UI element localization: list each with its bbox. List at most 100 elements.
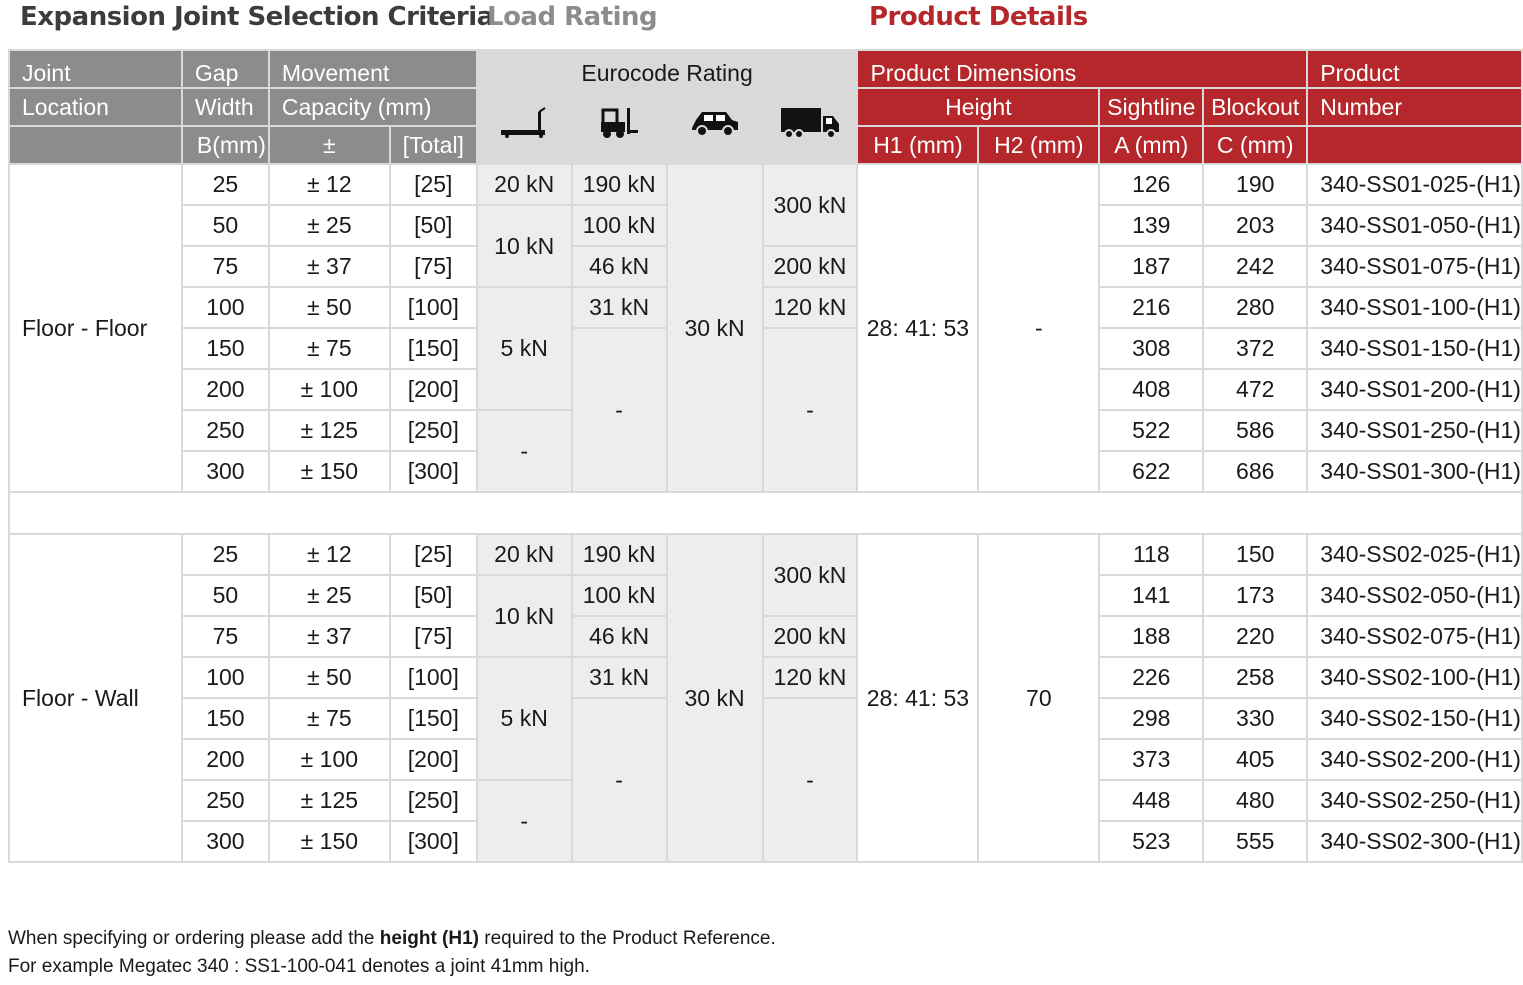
product-details-heading: Product Details: [869, 2, 1088, 32]
gap-width-cell: 150: [180, 697, 270, 740]
movement-header: Movement: [267, 49, 478, 89]
movement-pm-cell: ± 125: [267, 779, 391, 822]
blockout-cell: 586: [1202, 409, 1309, 452]
movement-total-cell: [300]: [388, 450, 478, 493]
gap-width-cell: 50: [180, 204, 270, 247]
blockout-cell: 472: [1202, 368, 1309, 411]
lorry-icon: [779, 106, 841, 146]
h1-cell: 28: 41: 53: [856, 533, 980, 863]
spacer-cell: [8, 491, 1523, 535]
forklift-rating-cell: 190 kN: [570, 533, 668, 576]
blockout-cell: 150: [1202, 533, 1309, 576]
joint-header: Joint: [8, 49, 183, 89]
product-number-cell: 340-SS02-200-(H1): [1306, 738, 1523, 781]
h2-header: H2 (mm): [977, 125, 1101, 165]
section-headings: Expansion Joint Selection Criteria Load …: [20, 0, 1500, 44]
movement-total-cell: [25]: [388, 163, 478, 206]
movement-total-cell: [150]: [388, 697, 478, 740]
gap-header: Gap: [180, 49, 270, 89]
blockout-cell: 173: [1202, 574, 1309, 617]
movement-pm-cell: ± 100: [267, 368, 391, 411]
forklift-rating-cell: 31 kN: [570, 656, 668, 699]
pallet-rating-cell: 20 kN: [475, 533, 573, 576]
car-header: [665, 87, 764, 165]
blockout-cell: 330: [1202, 697, 1309, 740]
h2-cell: 70: [977, 533, 1101, 863]
note-text: When specifying or ordering please add t…: [8, 928, 380, 949]
table-row: 100 ± 50 [100] 5 kN 31 kN 120 kN 216 280 340-SS0…: [9, 286, 1523, 411]
blockout-cell: 480: [1202, 779, 1309, 822]
table-row: 50 ± 25 [50] 10 kN 100 kN 139 203 340-SS01-050-…: [9, 204, 1523, 288]
sightline-cell: 298: [1098, 697, 1205, 740]
h1-cell: 28: 41: 53: [856, 163, 980, 493]
blockout-cell: 190: [1202, 163, 1309, 206]
capacity-header: Capacity (mm): [267, 87, 478, 127]
gap-width-cell: 75: [180, 615, 270, 658]
movement-total-cell: [25]: [388, 533, 478, 576]
pallet-rating-cell: 20 kN: [475, 163, 573, 206]
table-row: 250 ± 125 [250] - 522 586 340-SS01-250-(H1): [9, 409, 1523, 493]
number-header-blank: [1306, 125, 1523, 165]
table-row: Floor - Wall 25 ± 12 [25] 20 kN 190 kN 30 kN 30…: [8, 533, 1523, 863]
movement-pm-cell: ± 37: [267, 615, 391, 658]
movement-pm-cell: ± 50: [267, 286, 391, 329]
product-number-cell: 340-SS01-250-(H1): [1306, 409, 1523, 452]
table-row: 50 ± 25 [50] 10 kN 100 kN 141 173 340-SS02-050-…: [9, 574, 1523, 658]
car-icon: [688, 108, 742, 144]
product-number-cell: 340-SS01-300-(H1): [1306, 450, 1523, 493]
product-header: Product: [1306, 49, 1523, 89]
forklift-rating-cell: 100 kN: [570, 204, 668, 247]
movement-total-cell: [150]: [388, 327, 478, 370]
note-line-2: For example Megatec 340 : SS1-100-041 de…: [8, 956, 590, 977]
product-number-cell: 340-SS01-100-(H1): [1306, 286, 1523, 329]
pallet-rating-cell: 5 kN: [475, 286, 573, 411]
gap-width-cell: 250: [180, 409, 270, 452]
movement-total-cell: [200]: [388, 368, 478, 411]
lorry-rating-cell: -: [761, 327, 859, 493]
gap-width-cell: 50: [180, 574, 270, 617]
movement-pm-cell: ± 12: [267, 163, 391, 206]
h1-header: H1 (mm): [856, 125, 980, 165]
forklift-header: [570, 87, 668, 165]
forklift-rating-cell: 46 kN: [570, 615, 668, 658]
location-header-blank: [8, 125, 183, 165]
gap-width-cell: 150: [180, 327, 270, 370]
gap-width-cell: 200: [180, 738, 270, 781]
blockout-header: Blockout: [1202, 87, 1309, 127]
movement-pm-cell: ± 12: [267, 533, 391, 576]
total-header: [Total]: [388, 125, 478, 165]
blockout-cell: 258: [1202, 656, 1309, 699]
lorry-rating-cell: 120 kN: [761, 656, 859, 699]
gap-width-cell: 300: [180, 820, 270, 863]
pallet-rating-cell: 5 kN: [475, 656, 573, 781]
movement-pm-cell: ± 100: [267, 738, 391, 781]
car-rating-cell: 30 kN: [665, 163, 764, 493]
pallet-rating-cell: 10 kN: [475, 574, 573, 658]
h2-cell: -: [977, 163, 1101, 493]
blockout-cell: 220: [1202, 615, 1309, 658]
product-number-cell: 340-SS01-050-(H1): [1306, 204, 1523, 247]
movement-total-cell: [250]: [388, 779, 478, 822]
joint-location-cell: Floor - Wall: [8, 533, 183, 863]
gap-width-cell: 25: [180, 533, 270, 576]
movement-total-cell: [75]: [388, 245, 478, 288]
product-number-cell: 340-SS02-025-(H1): [1306, 533, 1523, 576]
forklift-rating-cell: 100 kN: [570, 574, 668, 617]
product-number-cell: 340-SS02-050-(H1): [1306, 574, 1523, 617]
pallet-truck-header: [475, 87, 573, 165]
ordering-notes: When specifying or ordering please add t…: [8, 925, 776, 981]
sightline-cell: 141: [1098, 574, 1205, 617]
sightline-cell: 522: [1098, 409, 1205, 452]
movement-pm-cell: ± 50: [267, 656, 391, 699]
blockout-cell: 242: [1202, 245, 1309, 288]
gap-width-cell: 25: [180, 163, 270, 206]
sightline-cell: 408: [1098, 368, 1205, 411]
blockout-cell: 203: [1202, 204, 1309, 247]
sightline-cell: 622: [1098, 450, 1205, 493]
product-number-cell: 340-SS01-075-(H1): [1306, 245, 1523, 288]
movement-pm-cell: ± 75: [267, 697, 391, 740]
movement-total-cell: [300]: [388, 820, 478, 863]
c-mm-header: C (mm): [1202, 125, 1309, 165]
forklift-icon: [599, 106, 639, 146]
table-row: 300 ± 150 [300] 523 555 340-SS02-300-(H1): [9, 820, 1523, 863]
